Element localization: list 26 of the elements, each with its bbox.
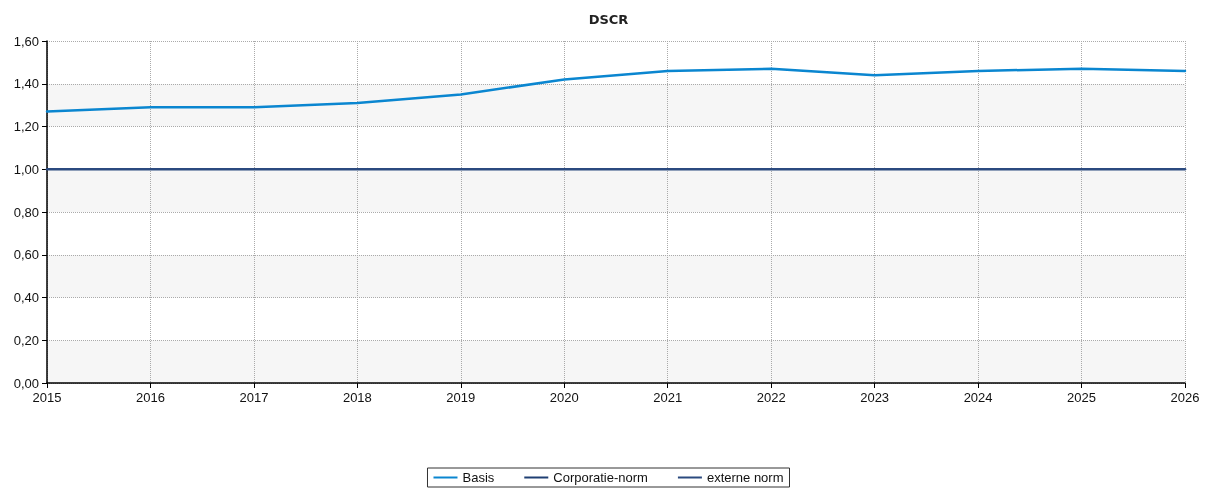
y-tick-label: 1,20 (13, 119, 39, 134)
y-tick-label: 1,00 (13, 161, 39, 177)
y-tick-label: 1,60 (13, 33, 39, 49)
x-tick-label: 2017 (239, 390, 269, 405)
y-tick-label: 0,00 (13, 375, 39, 391)
y-tick-label: 1,40 (13, 76, 39, 92)
x-tick-label: 2025 (1067, 390, 1097, 405)
x-tick-label: 2020 (549, 390, 579, 405)
x-tick-label: 2023 (860, 390, 890, 405)
x-tick-label: 2018 (342, 390, 372, 405)
y-tick-label: 0,20 (13, 332, 39, 348)
legend-label: Basis (462, 470, 495, 485)
x-tick-label: 2022 (756, 390, 786, 405)
y-tick-label: 0,80 (13, 204, 39, 220)
x-tick-label: 2024 (963, 390, 993, 405)
legend-label: Corporatie-norm (553, 470, 648, 485)
y-tick-label: 0,40 (13, 290, 39, 305)
legend-label: externe norm (706, 470, 784, 485)
chart-title: DSCR (588, 12, 629, 27)
line-series (45, 67, 1187, 113)
x-tick-label: 2015 (32, 390, 62, 405)
y-tick-label: 0,60 (13, 247, 39, 263)
x-tick-label: 2026 (1170, 390, 1200, 405)
x-tick-label: 2019 (446, 390, 476, 405)
x-tick-label: 2021 (653, 390, 683, 405)
x-tick-label: 2016 (135, 390, 165, 405)
